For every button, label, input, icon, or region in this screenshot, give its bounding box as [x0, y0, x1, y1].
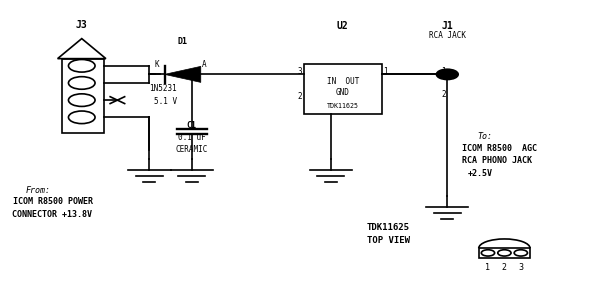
Text: J3: J3 — [76, 20, 87, 30]
Text: GND: GND — [336, 88, 350, 97]
Text: D1: D1 — [178, 37, 188, 46]
Text: RCA PHONO JACK: RCA PHONO JACK — [462, 156, 532, 165]
Polygon shape — [164, 66, 201, 82]
Text: C1: C1 — [187, 121, 197, 130]
Text: From:: From: — [25, 186, 50, 195]
Text: To:: To: — [478, 131, 492, 141]
Text: 3: 3 — [297, 67, 302, 76]
Text: 1N5231: 1N5231 — [149, 84, 177, 93]
Text: IN  OUT: IN OUT — [327, 77, 359, 86]
Text: 5.1 V: 5.1 V — [154, 97, 177, 106]
Text: ICOM R8500  AGC: ICOM R8500 AGC — [462, 144, 537, 153]
Circle shape — [436, 69, 458, 79]
Text: 1: 1 — [441, 67, 446, 76]
Text: CERAMIC: CERAMIC — [175, 145, 208, 154]
Text: J1: J1 — [441, 21, 453, 32]
Text: ICOM R8500 POWER: ICOM R8500 POWER — [13, 197, 93, 206]
Text: 3: 3 — [518, 263, 523, 272]
Text: K: K — [155, 60, 160, 69]
Text: CONNECTOR +13.8V: CONNECTOR +13.8V — [12, 210, 92, 219]
Text: 1: 1 — [383, 67, 388, 76]
Text: A: A — [202, 60, 206, 69]
Text: TOP VIEW: TOP VIEW — [367, 236, 410, 245]
Text: TDK11625: TDK11625 — [367, 223, 410, 232]
Text: 2: 2 — [441, 90, 446, 99]
Text: 0.1 uF: 0.1 uF — [178, 133, 206, 142]
Text: 2: 2 — [502, 263, 507, 272]
Text: RCA JACK: RCA JACK — [429, 31, 466, 40]
Text: 2: 2 — [297, 92, 302, 101]
Text: TDK11625: TDK11625 — [327, 103, 359, 109]
Text: 1: 1 — [486, 263, 490, 272]
Text: +2.5V: +2.5V — [468, 169, 493, 178]
Text: U2: U2 — [337, 21, 348, 32]
